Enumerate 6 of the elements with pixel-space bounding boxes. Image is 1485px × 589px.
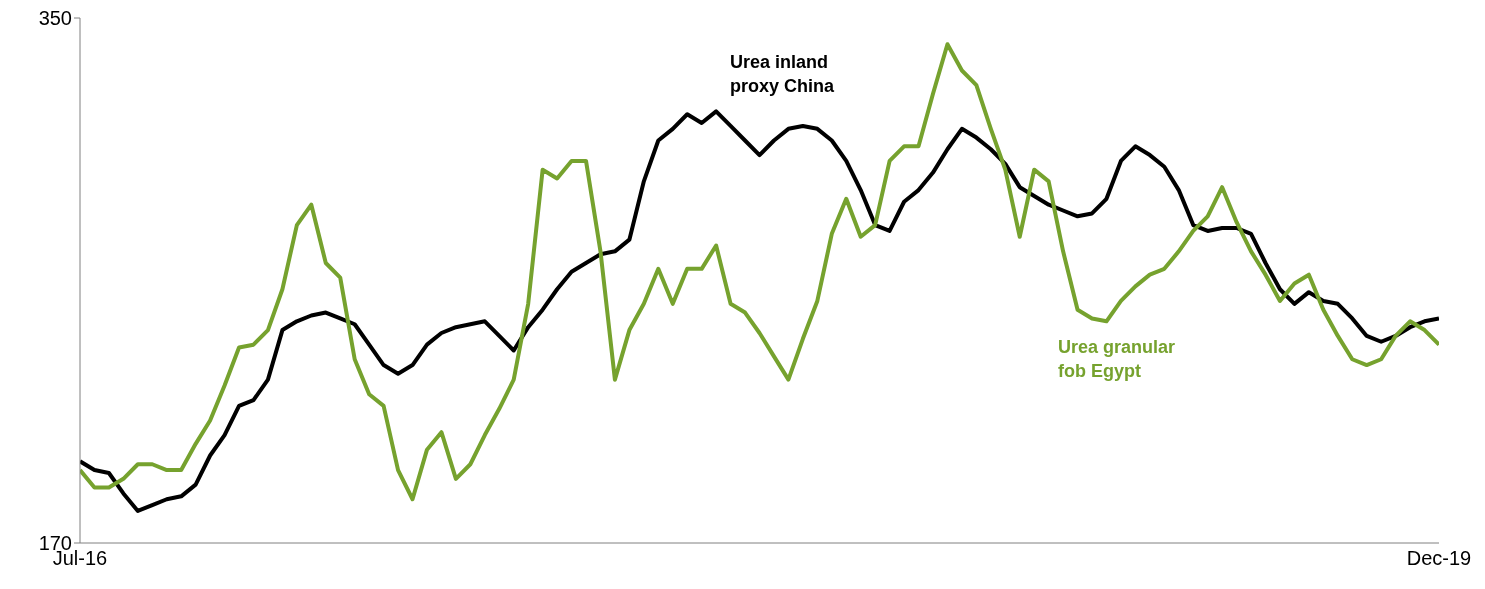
series-label: Urea granular fob Egypt [1058,336,1177,383]
y-tick-label: 350 [38,7,72,30]
line-series [80,109,1439,513]
series-label: Urea inland proxy China [730,51,836,98]
line-series [80,42,1439,502]
x-tick-label: Dec-19 [1406,547,1472,570]
